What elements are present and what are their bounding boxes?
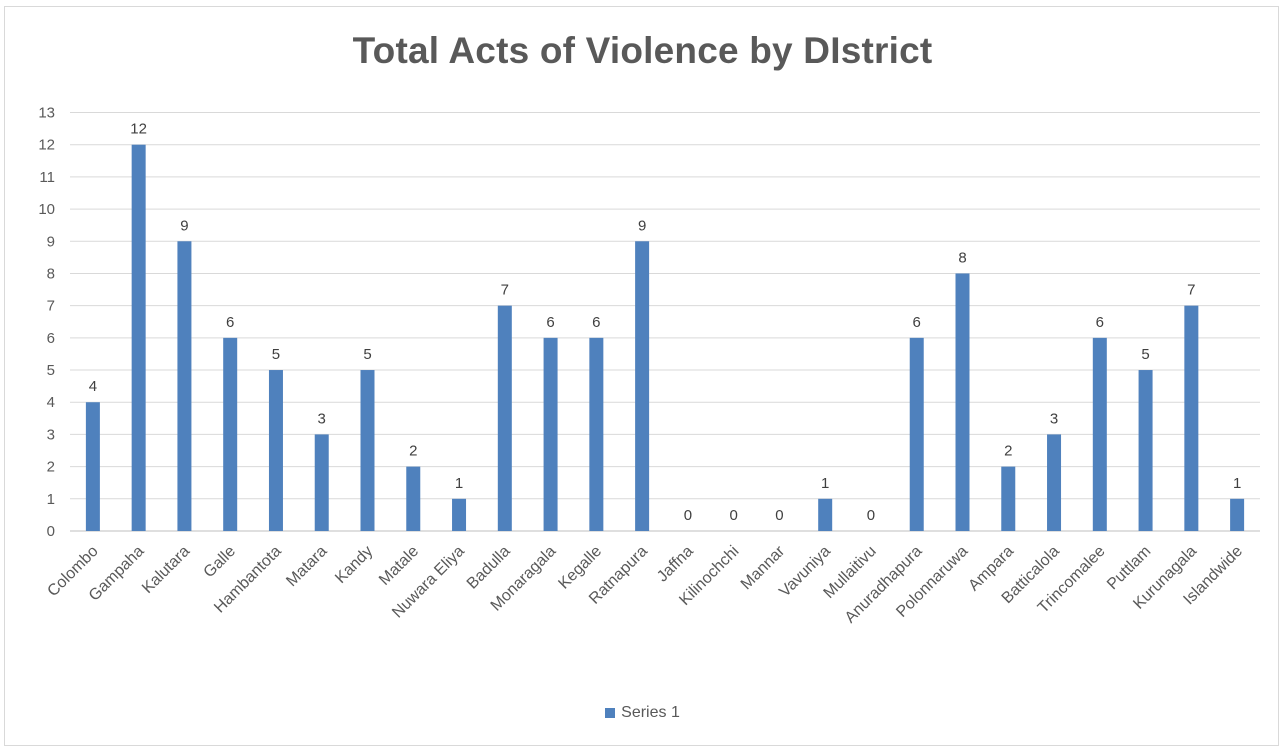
data-label: 6 bbox=[913, 314, 921, 331]
data-label: 8 bbox=[958, 249, 966, 266]
data-label: 4 bbox=[89, 378, 97, 395]
data-label: 0 bbox=[775, 507, 783, 524]
bar bbox=[589, 337, 604, 531]
y-tick-label: 9 bbox=[47, 233, 55, 250]
legend: Series 1 bbox=[0, 704, 1285, 722]
chart-title: Total Acts of Violence by DIstrict bbox=[352, 30, 933, 71]
bar bbox=[1184, 305, 1199, 531]
data-label: 7 bbox=[501, 282, 509, 299]
bar bbox=[543, 337, 558, 531]
bar bbox=[909, 337, 924, 531]
y-tick-label: 12 bbox=[38, 137, 55, 154]
legend-swatch bbox=[605, 708, 616, 718]
data-label: 1 bbox=[455, 475, 463, 492]
bar bbox=[1230, 498, 1245, 531]
data-label: 5 bbox=[272, 346, 280, 363]
data-label: 6 bbox=[1096, 314, 1104, 331]
data-label: 1 bbox=[1233, 475, 1241, 492]
bar bbox=[314, 434, 329, 531]
data-label: 12 bbox=[130, 121, 147, 138]
y-tick-label: 2 bbox=[47, 459, 55, 476]
y-tick-label: 1 bbox=[47, 491, 55, 508]
bar bbox=[1138, 370, 1153, 531]
x-tick-label: Kalutara bbox=[139, 543, 193, 597]
y-tick-label: 13 bbox=[38, 105, 55, 122]
y-tick-label: 6 bbox=[47, 330, 55, 347]
data-label: 9 bbox=[638, 217, 646, 234]
data-label: 2 bbox=[1004, 443, 1012, 460]
y-tick-label: 8 bbox=[47, 265, 55, 282]
data-label: 1 bbox=[821, 475, 829, 492]
data-label: 0 bbox=[867, 507, 875, 524]
data-label: 2 bbox=[409, 443, 417, 460]
data-label: 6 bbox=[546, 314, 554, 331]
x-tick-label: Jaffna bbox=[654, 543, 697, 586]
bar bbox=[131, 144, 146, 531]
bar bbox=[360, 370, 375, 531]
bar bbox=[1001, 466, 1016, 531]
data-label: 5 bbox=[363, 346, 371, 363]
y-tick-label: 10 bbox=[38, 201, 55, 218]
bar bbox=[452, 498, 467, 531]
bar bbox=[268, 370, 283, 531]
bar bbox=[406, 466, 421, 531]
bar bbox=[818, 498, 833, 531]
data-label: 0 bbox=[729, 507, 737, 524]
data-label: 3 bbox=[1050, 410, 1058, 427]
data-label: 0 bbox=[684, 507, 692, 524]
y-tick-label: 4 bbox=[47, 394, 55, 411]
bar bbox=[635, 241, 650, 531]
x-tick-label: Galle bbox=[201, 543, 240, 582]
bar bbox=[1047, 434, 1062, 531]
bar bbox=[497, 305, 512, 531]
bar bbox=[955, 273, 970, 531]
data-label: 7 bbox=[1187, 282, 1195, 299]
y-tick-label: 0 bbox=[47, 523, 55, 540]
y-tick-label: 11 bbox=[39, 169, 55, 186]
y-tick-label: 7 bbox=[47, 298, 55, 315]
data-label: 3 bbox=[318, 410, 326, 427]
y-tick-label: 3 bbox=[47, 426, 55, 443]
data-label: 5 bbox=[1141, 346, 1149, 363]
data-label: 9 bbox=[180, 217, 188, 234]
x-tick-label: Kandy bbox=[332, 543, 376, 587]
bar bbox=[85, 402, 100, 531]
x-tick-label: Matale bbox=[376, 543, 422, 589]
x-tick-label: Matara bbox=[283, 543, 330, 590]
legend-label: Series 1 bbox=[621, 704, 680, 721]
y-tick-label: 5 bbox=[47, 362, 55, 379]
bar bbox=[177, 241, 192, 531]
data-label: 6 bbox=[226, 314, 234, 331]
data-label: 6 bbox=[592, 314, 600, 331]
bar bbox=[223, 337, 238, 531]
bar bbox=[1092, 337, 1107, 531]
